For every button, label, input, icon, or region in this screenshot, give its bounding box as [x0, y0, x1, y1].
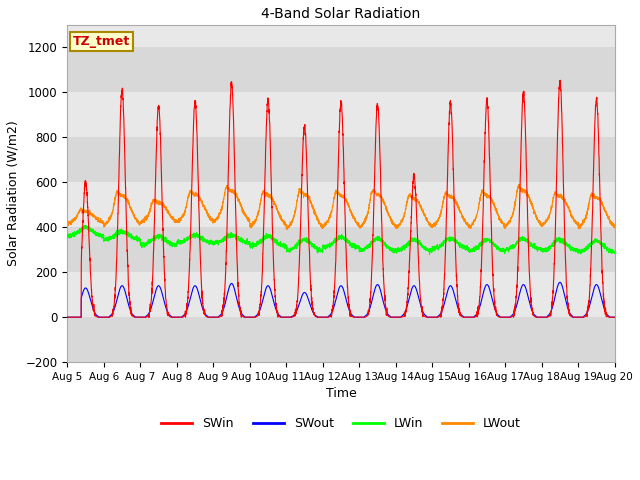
LWin — [81, 222, 89, 228]
SWout — [321, 314, 328, 320]
LWin — [611, 249, 618, 255]
SWout — [63, 314, 71, 320]
SWin — [611, 314, 618, 320]
LWin — [611, 249, 618, 254]
Bar — [67, 92, 614, 137]
LWout — [611, 225, 618, 230]
Legend: SWin, SWout, LWin, LWout: SWin, SWout, LWin, LWout — [156, 412, 526, 435]
SWout — [556, 279, 564, 285]
SWin — [610, 314, 618, 320]
LWout — [611, 224, 618, 230]
SWin — [464, 314, 472, 320]
LWin — [162, 234, 170, 240]
Y-axis label: Solar Radiation (W/m2): Solar Radiation (W/m2) — [7, 120, 20, 266]
LWout — [495, 216, 502, 222]
SWout — [162, 304, 170, 310]
SWin — [556, 77, 564, 83]
X-axis label: Time: Time — [326, 387, 356, 400]
SWout — [610, 314, 618, 320]
LWout — [321, 221, 328, 227]
LWout — [284, 227, 291, 232]
SWin — [321, 314, 328, 320]
SWout — [464, 314, 472, 320]
Bar — [67, 272, 614, 317]
SWin — [433, 314, 441, 320]
LWout — [515, 181, 523, 187]
LWin — [495, 245, 502, 251]
Bar — [67, 317, 614, 362]
Bar — [67, 227, 614, 272]
SWout — [495, 312, 502, 318]
LWout — [63, 220, 71, 226]
Title: 4-Band Solar Radiation: 4-Band Solar Radiation — [261, 7, 420, 21]
LWin — [321, 243, 328, 249]
Text: TZ_tmet: TZ_tmet — [73, 35, 130, 48]
Bar — [67, 182, 614, 227]
SWin — [495, 314, 502, 320]
LWin — [464, 245, 472, 251]
Line: LWout: LWout — [67, 184, 614, 229]
SWin — [63, 314, 71, 320]
Line: LWin: LWin — [67, 225, 614, 254]
SWout — [433, 314, 441, 320]
SWin — [162, 295, 170, 301]
LWout — [162, 206, 170, 212]
LWin — [434, 245, 442, 251]
Bar — [67, 48, 614, 92]
LWin — [63, 233, 71, 239]
Line: SWout: SWout — [67, 282, 614, 317]
Bar — [67, 137, 614, 182]
SWout — [611, 314, 618, 320]
Line: SWin: SWin — [67, 80, 614, 317]
LWin — [426, 252, 433, 257]
LWout — [464, 221, 472, 227]
LWout — [433, 217, 441, 223]
